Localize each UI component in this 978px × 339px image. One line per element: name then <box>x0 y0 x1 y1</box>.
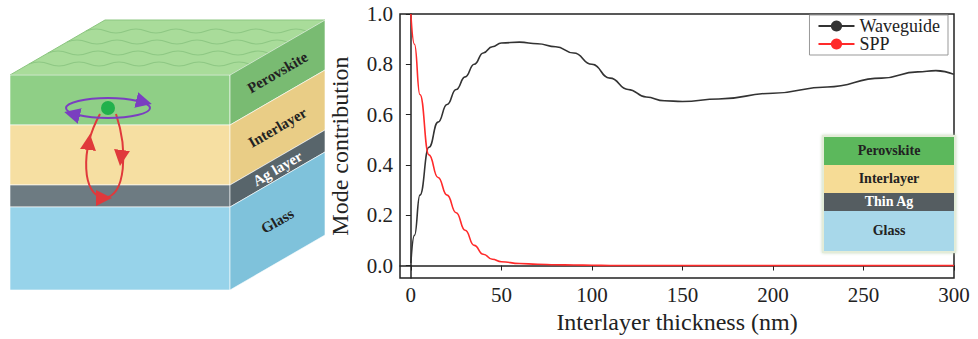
svg-text:Interlayer: Interlayer <box>245 104 310 151</box>
svg-text:0.4: 0.4 <box>367 153 394 177</box>
svg-text:250: 250 <box>848 283 880 307</box>
html-text:Glass: Glass <box>872 223 906 238</box>
svg-text:SPP: SPP <box>859 34 889 54</box>
html-text:Perovskite: Perovskite <box>857 143 921 158</box>
svg-text:100: 100 <box>576 283 608 307</box>
svg-text:0.0: 0.0 <box>367 254 393 278</box>
svg-text:200: 200 <box>757 283 789 307</box>
svg-text:0.2: 0.2 <box>367 203 393 227</box>
svg-text:300: 300 <box>938 283 970 307</box>
svg-text:1.0: 1.0 <box>367 2 393 26</box>
svg-text:0.8: 0.8 <box>367 52 393 76</box>
svg-text:Glass: Glass <box>258 205 296 236</box>
svg-text:Perovskite: Perovskite <box>244 48 311 97</box>
svg-text:150: 150 <box>667 283 699 307</box>
html-text:Interlayer: Interlayer <box>858 171 920 186</box>
svg-text:0.6: 0.6 <box>367 103 393 127</box>
svg-text:Mode contribution: Mode contribution <box>327 56 353 235</box>
svg-text:50: 50 <box>491 283 512 307</box>
svg-text:Waveguide: Waveguide <box>859 16 940 36</box>
svg-text:0: 0 <box>406 283 417 307</box>
svg-text:Ag layer: Ag layer <box>249 147 306 190</box>
html-text:Thin Ag: Thin Ag <box>864 194 914 209</box>
svg-text:Interlayer thickness (nm): Interlayer thickness (nm) <box>556 309 797 335</box>
